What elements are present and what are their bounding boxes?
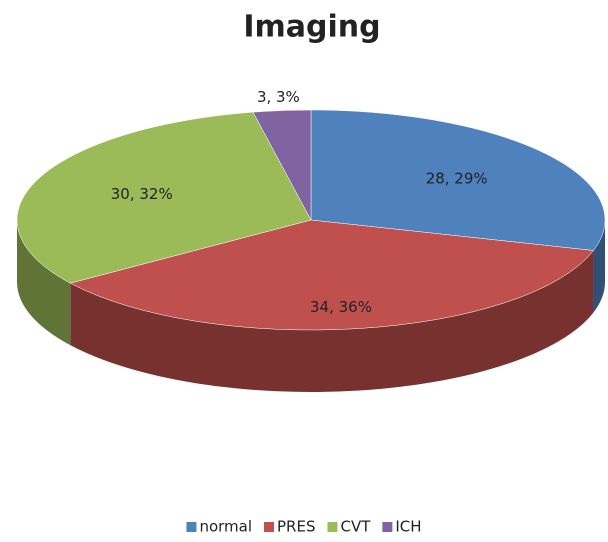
slice	[310, 109, 606, 251]
data-label: 28, 29%	[426, 170, 488, 188]
slice	[252, 109, 312, 221]
legend-swatch	[186, 522, 197, 532]
legend-label: normal	[199, 518, 252, 536]
slice-side	[593, 220, 605, 313]
legend-label: PRES	[277, 518, 315, 536]
data-label: 34, 36%	[310, 298, 372, 316]
legend-swatch	[264, 522, 274, 532]
legend-swatch	[327, 522, 338, 532]
legend-label: CVT	[340, 518, 371, 536]
slice	[69, 219, 594, 331]
legend-label: ICH	[395, 518, 421, 536]
legend: normal PRES CVT ICH	[186, 518, 422, 536]
legend-swatch	[382, 522, 393, 532]
chart-title: Imaging	[243, 10, 380, 45]
slice	[16, 111, 312, 284]
slice-side	[17, 220, 71, 346]
data-label: 30, 32%	[111, 185, 173, 203]
data-label: 3, 3%	[257, 88, 300, 106]
slice-side	[70, 250, 594, 392]
